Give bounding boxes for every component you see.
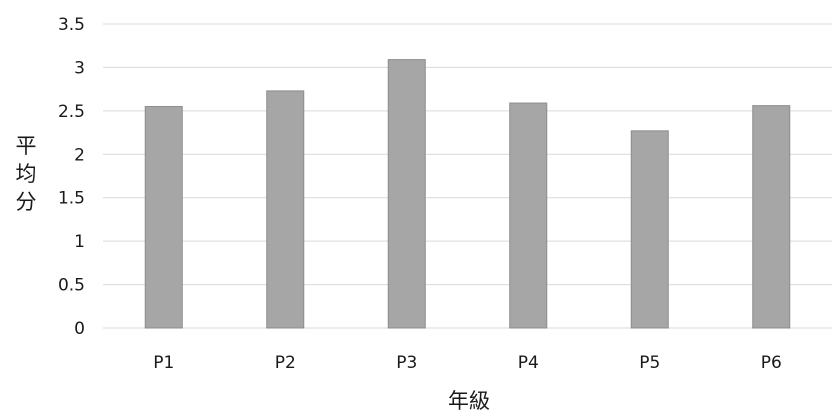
y-axis-title: 平均分 [16,134,37,214]
y-tick-label: 1 [74,232,85,252]
x-axis-tick-labels: P1 P2 P3 P4 P5 P6 [153,353,782,373]
y-tick-label: 2.5 [58,102,85,122]
gridlines [103,23,832,329]
bar-p6 [752,105,791,329]
x-axis-title: 年級 [448,389,490,413]
y-tick-label: 0 [74,319,85,339]
y-tick-label: 1.5 [58,189,85,209]
bar-p3 [387,59,426,329]
x-tick-label-p1: P1 [153,353,174,373]
y-tick-label: 0.5 [58,276,85,296]
y-tick-label: 3 [74,58,85,78]
bars [144,59,791,329]
bar-p4 [509,102,548,329]
y-axis-tick-labels: 0 0.5 1 1.5 2 2.5 3 3.5 [58,15,85,339]
x-tick-label-p3: P3 [396,353,417,373]
bar-p1 [144,106,183,329]
y-tick-label: 2 [74,145,85,165]
x-tick-label-p6: P6 [761,353,782,373]
bar-p5 [630,130,669,329]
x-tick-label-p2: P2 [275,353,296,373]
y-tick-label: 3.5 [58,15,85,35]
bar-p2 [266,90,305,329]
x-tick-label-p4: P4 [518,353,539,373]
x-tick-label-p5: P5 [639,353,660,373]
